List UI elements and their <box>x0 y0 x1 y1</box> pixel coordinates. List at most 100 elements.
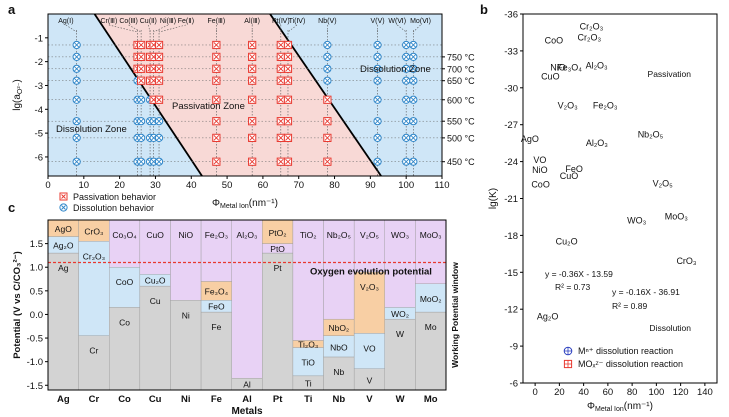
fit-equation-right: y = -0.16X - 36.91 <box>612 287 680 297</box>
y-tick-label: -4 <box>35 105 43 116</box>
y-tick-label: -3 <box>35 81 43 92</box>
phase-segment <box>292 347 324 377</box>
phase-label: V₂O₅ <box>360 230 379 240</box>
y-tick-label: 0.5 <box>30 286 43 297</box>
marker-cross <box>156 118 162 125</box>
phase-label: Ni <box>182 310 190 320</box>
marker-cross <box>324 135 331 141</box>
category-label: Nb <box>333 394 346 405</box>
marker-cross <box>277 65 284 72</box>
point-label: VO <box>533 155 546 165</box>
dissolution-zone-right <box>270 14 442 176</box>
ion-label-leader <box>148 24 151 33</box>
marker-cross <box>324 118 331 125</box>
marker-cross <box>156 42 162 48</box>
x-tick-label: 30 <box>150 180 161 191</box>
point-label: Cr₂O₃ <box>580 21 604 31</box>
marker-cross <box>403 54 410 60</box>
x-tick-label: 60 <box>258 180 269 191</box>
marker-cross <box>374 42 381 48</box>
phase-label: Ti <box>305 378 312 388</box>
phase-label: Ag <box>58 263 69 273</box>
marker-cross <box>138 42 144 48</box>
x-tick-label: 80 <box>329 180 340 191</box>
marker-cross <box>410 42 417 48</box>
x-tick-label: 0 <box>532 387 537 398</box>
phase-label: PtO <box>270 244 285 254</box>
marker-cross <box>410 96 417 103</box>
phase-label: CuO <box>146 230 164 240</box>
phase-label: W <box>396 329 404 339</box>
legend-dissolution-label: Mⁿ⁺ dissolution reaction <box>578 346 673 356</box>
point-label: Al₂O₃ <box>586 138 608 148</box>
phase-label: WO₂ <box>391 309 409 319</box>
phase-segment <box>231 219 263 379</box>
x-tick-label: 40 <box>186 180 197 191</box>
legend-passivation-label: Passivation behavior <box>73 192 156 202</box>
marker-cross <box>156 77 162 84</box>
y-tick-label: -6 <box>35 152 43 163</box>
x-tick-label: 90 <box>365 180 376 191</box>
point-label: MoO₃ <box>665 211 689 221</box>
temperature-label: 550 °C <box>447 117 475 127</box>
phase-segment <box>109 219 141 268</box>
category-label: Cr <box>89 394 100 405</box>
marker-cross <box>374 96 381 103</box>
y-tick-label: -36 <box>504 10 518 21</box>
temperature-label: 450 °C <box>447 157 475 167</box>
point-label: Fe₂O₃ <box>593 100 618 110</box>
phase-label: MoO₃ <box>420 230 442 240</box>
dissolution-zone-left <box>48 14 203 176</box>
marker-cross <box>277 118 284 125</box>
phase-segment <box>323 219 355 320</box>
zone-label-passivation: Passivation Zone <box>172 101 245 112</box>
point-label: CoO <box>545 35 564 45</box>
marker-cross <box>410 118 417 125</box>
point-label: V₂O₃ <box>558 100 578 110</box>
phase-label: FeO <box>208 302 225 312</box>
phase-segment <box>78 241 110 336</box>
marker-cross <box>403 135 410 141</box>
working-window-label: Working Potential window <box>450 262 460 368</box>
x-tick-label: 80 <box>627 387 638 398</box>
x-tick-label: 20 <box>554 387 565 398</box>
marker-cross <box>249 54 256 60</box>
ion-label-leader <box>397 24 407 33</box>
marker-cross <box>285 118 291 125</box>
phase-label: CoO <box>116 277 134 287</box>
y-tick-label: -1.0 <box>27 357 43 368</box>
phase-label: PtO₂ <box>269 228 287 238</box>
marker-cross <box>213 158 220 165</box>
phase-segment <box>323 356 355 391</box>
point-label: NiO <box>550 62 566 72</box>
phase-label: Mo <box>425 322 437 332</box>
legend-marker-cross <box>564 347 572 355</box>
point-label: NiO <box>532 165 548 175</box>
point-label: Fe₃O₄ <box>557 63 582 73</box>
y-tick-label: -24 <box>504 157 518 168</box>
marker-cross <box>374 118 381 125</box>
plot-frame <box>47 219 447 391</box>
phase-label: Ag₂O <box>53 240 74 250</box>
marker-cross <box>324 96 331 103</box>
marker-cross <box>285 158 291 165</box>
ion-label-leader <box>153 24 169 33</box>
temperature-label: 500 °C <box>447 133 475 143</box>
marker-cross <box>277 96 284 103</box>
panel-a: Ag(Ⅰ) Cr(Ⅲ) Co(Ⅲ) Cu(Ⅱ) Ni(Ⅲ) Fe(Ⅱ) Fe(Ⅲ) Al(Ⅲ)… <box>12 13 475 213</box>
temperature-label: 650 °C <box>447 76 475 86</box>
phase-label: Fe <box>211 322 221 332</box>
marker-cross <box>285 42 291 48</box>
marker-cross <box>138 77 144 84</box>
y-axis-title: lg(K) <box>488 188 499 209</box>
marker-cross <box>138 54 144 60</box>
marker-cross <box>249 42 256 48</box>
dissolution-annotation: Dissolution <box>649 323 691 333</box>
x-tick-label: 20 <box>114 180 125 191</box>
passivation-annotation: Passivation <box>648 69 692 79</box>
point-label: WO₃ <box>627 215 646 225</box>
marker-cross <box>285 65 291 72</box>
point-label: CrO₃ <box>676 256 696 266</box>
x-tick-label: 140 <box>697 387 713 398</box>
marker-cross <box>138 96 144 103</box>
